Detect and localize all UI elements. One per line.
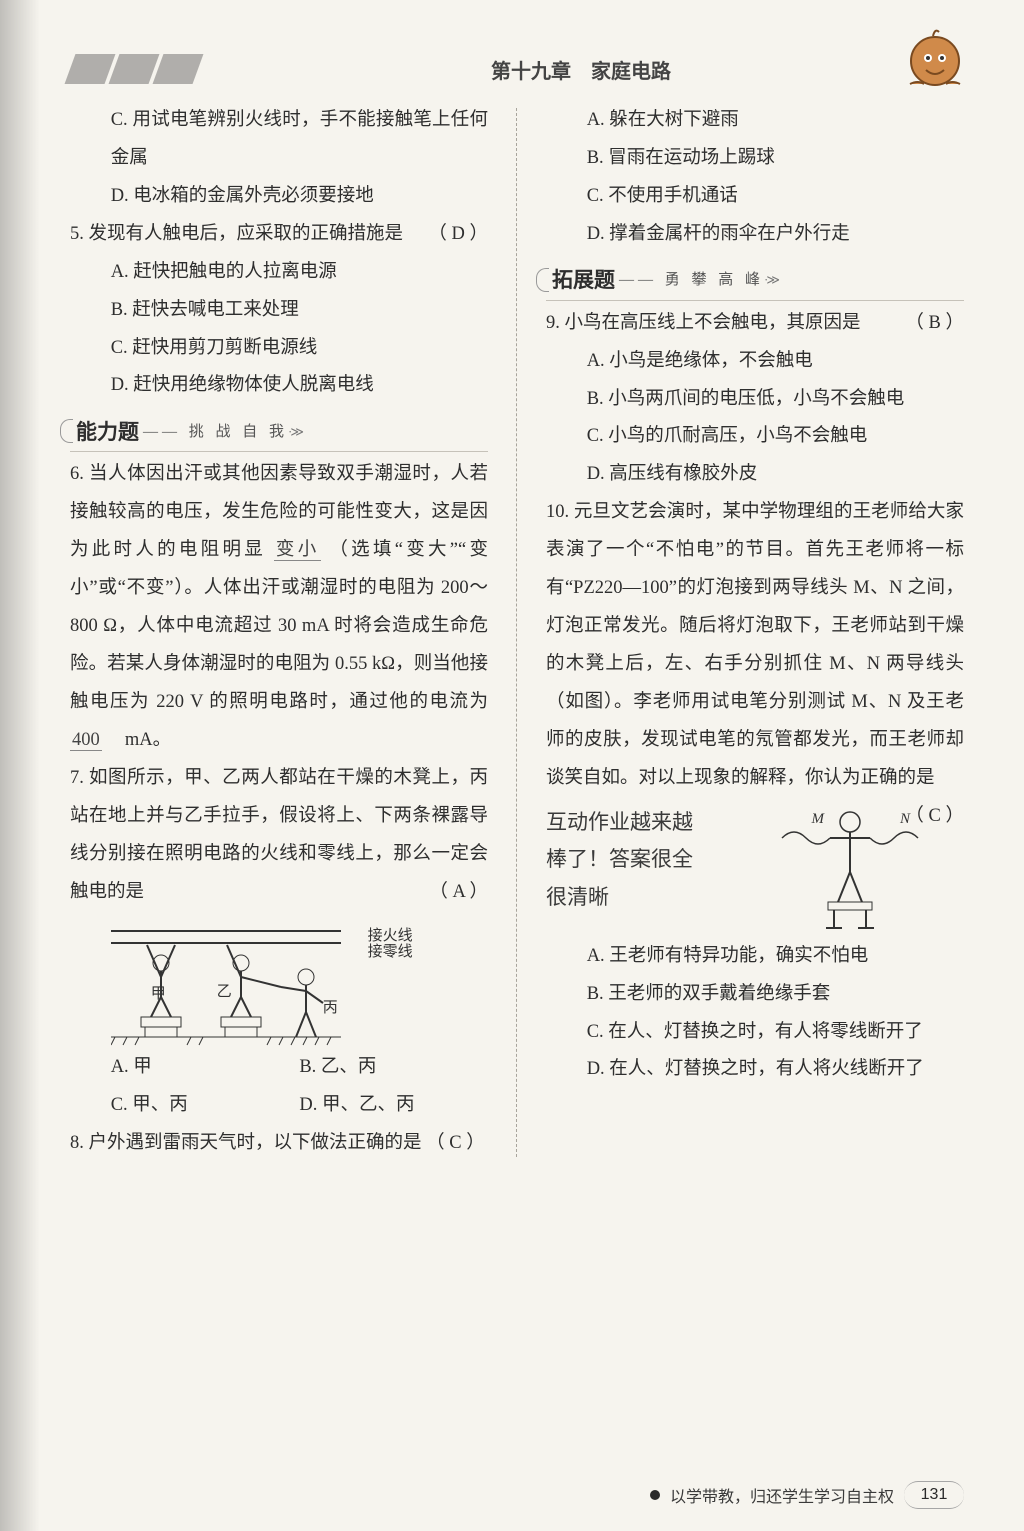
q8-text: 8. 户外遇到雷雨天气时，以下做法正确的是	[70, 1133, 422, 1153]
q5-opt-a: A. 赶快把触电的人拉离电源	[70, 254, 488, 292]
q7-opt-c: C. 甲、丙	[111, 1087, 300, 1125]
q8-answer: （ C ）	[426, 1133, 485, 1153]
q7-text: 7. 如图所示，甲、乙两人都站在干燥的木凳上，丙站在地上并与乙手拉手，假设将上、…	[70, 768, 488, 902]
q7-opt-a: A. 甲	[111, 1049, 300, 1087]
chapter-title: 第十九章 家庭电路	[198, 55, 964, 84]
page: 第十九章 家庭电路 C. 用试电笔辨别火线时，手不能接触笔上任何金属 D. 电冰…	[0, 0, 1024, 1531]
q7-figure: 接火线 接零线 甲 乙 丙	[111, 917, 411, 1047]
handwritten-note: 互动作业越来越 棒了！答案很全 很清晰	[546, 804, 693, 917]
content-columns: C. 用试电笔辨别火线时，手不能接触笔上任何金属 D. 电冰箱的金属外壳必须要接…	[70, 102, 964, 1163]
q9-opt-c: C. 小鸟的爪耐高压，小鸟不会触电	[546, 418, 964, 456]
page-number: 131	[904, 1481, 964, 1509]
q5-opt-d: D. 赶快用绝缘物体使人脱离电线	[70, 367, 488, 405]
q5-stem: 5. 发现有人触电后，应采取的正确措施是 （ D ）	[70, 216, 488, 254]
section-ability: 能力题 —— 挑 战 自 我 ·≫	[70, 413, 488, 452]
q5-text: 5. 发现有人触电后，应采取的正确措施是	[70, 224, 403, 244]
q7-opts-row1: A. 甲 B. 乙、丙	[70, 1049, 488, 1087]
q9-answer: （ B ）	[905, 305, 964, 343]
q10-opt-c: C. 在人、灯替换之时，有人将零线断开了	[546, 1014, 964, 1052]
swirl-icon	[60, 419, 73, 443]
slash-icon	[65, 54, 116, 84]
q7-label-b: 乙	[217, 977, 232, 1008]
q6: 6. 当人体因出汗或其他因素导致双手潮湿时，人若接触较高的电压，发生危险的可能性…	[70, 456, 488, 759]
option-d: D. 电冰箱的金属外壳必须要接地	[70, 178, 488, 216]
column-divider	[516, 108, 518, 1157]
q8-opt-d: D. 撑着金属杆的雨伞在户外行走	[546, 216, 964, 254]
hand-line3: 很清晰	[546, 879, 693, 917]
slash-icon	[109, 54, 160, 84]
arrows-icon: ·≫	[764, 267, 778, 294]
q7-opt-b: B. 乙、丙	[299, 1049, 488, 1087]
q8-opt-b: B. 冒雨在运动场上踢球	[546, 140, 964, 178]
q8-opt-a: A. 躲在大树下避雨	[546, 102, 964, 140]
q5-opt-c: C. 赶快用剪刀剪断电源线	[70, 330, 488, 368]
q10-label-m: M	[812, 804, 825, 835]
q7-label-c: 丙	[323, 993, 338, 1024]
section-ability-title: 能力题	[76, 411, 139, 454]
q6-b: （选填“变大”“变小”或“不变”）。人体出汗或潮湿时的电阻为 200～800 Ω…	[70, 540, 488, 712]
footer-text: 以学带教，归还学生学习自主权	[670, 1483, 894, 1507]
q7-answer: （ A ）	[429, 874, 488, 912]
q9-text: 9. 小鸟在高压线上不会触电，其原因是	[546, 313, 861, 333]
q10-stem: 10. 元旦文艺会演时，某中学物理组的王老师给大家表演了一个“不怕电”的节目。首…	[546, 494, 964, 797]
q10-opt-a: A. 王老师有特异功能，确实不怕电	[546, 938, 964, 976]
hand-line1: 互动作业越来越	[546, 804, 693, 842]
section-ext-title: 拓展题	[552, 259, 615, 302]
q7-opts-row2: C. 甲、丙 D. 甲、乙、丙	[70, 1087, 488, 1125]
q10-label-n: N	[900, 804, 910, 835]
section-ext-sub: —— 勇 攀 高 峰	[619, 265, 764, 296]
arrows-icon: ·≫	[288, 419, 302, 446]
q10-text: 10. 元旦文艺会演时，某中学物理组的王老师给大家表演了一个“不怕电”的节目。首…	[546, 502, 964, 787]
q10-figure-row: 互动作业越来越 棒了！答案很全 很清晰	[546, 798, 964, 938]
hand-line2: 棒了！答案很全	[546, 841, 693, 879]
bullet-icon	[650, 1490, 660, 1500]
q7-zero-label: 接零线	[368, 937, 413, 968]
right-column: A. 躲在大树下避雨 B. 冒雨在运动场上踢球 C. 不使用手机通话 D. 撑着…	[546, 102, 964, 1163]
q6-blank1: 变小	[274, 540, 322, 561]
q9-opt-d: D. 高压线有橡胶外皮	[546, 456, 964, 494]
left-column: C. 用试电笔辨别火线时，手不能接触笔上任何金属 D. 电冰箱的金属外壳必须要接…	[70, 102, 488, 1163]
option-c: C. 用试电笔辨别火线时，手不能接触笔上任何金属	[70, 102, 488, 178]
q8-stem: 8. 户外遇到雷雨天气时，以下做法正确的是 （ C ）	[70, 1125, 488, 1163]
chapter-header: 第十九章 家庭电路	[70, 40, 964, 98]
slash-icon	[153, 54, 204, 84]
q6-blank2: 400	[70, 730, 102, 751]
mascot-icon	[900, 26, 970, 96]
q6-c: mA。	[125, 730, 171, 750]
q5-opt-b: B. 赶快去喊电工来处理	[70, 292, 488, 330]
page-footer: 以学带教，归还学生学习自主权 131	[650, 1481, 964, 1509]
section-ability-sub: —— 挑 战 自 我	[143, 417, 288, 448]
q9-opt-b: B. 小鸟两爪间的电压低，小鸟不会触电	[546, 381, 964, 419]
q8-opt-c: C. 不使用手机通话	[546, 178, 964, 216]
section-extension: 拓展题 —— 勇 攀 高 峰 ·≫	[546, 262, 964, 301]
header-slashes	[70, 54, 198, 84]
q7-opt-d: D. 甲、乙、丙	[299, 1087, 488, 1125]
q10-opt-d: D. 在人、灯替换之时，有人将火线断开了	[546, 1051, 964, 1089]
q9-opt-a: A. 小鸟是绝缘体，不会触电	[546, 343, 964, 381]
swirl-icon	[536, 268, 549, 292]
q5-answer: （ D ）	[428, 216, 488, 254]
q7-stem: 7. 如图所示，甲、乙两人都站在干燥的木凳上，丙站在地上并与乙手拉手，假设将上、…	[70, 760, 488, 912]
q7-label-a: 甲	[151, 979, 166, 1010]
q9-stem: 9. 小鸟在高压线上不会触电，其原因是 （ B ）	[546, 305, 964, 343]
q10-opt-b: B. 王老师的双手戴着绝缘手套	[546, 976, 964, 1014]
